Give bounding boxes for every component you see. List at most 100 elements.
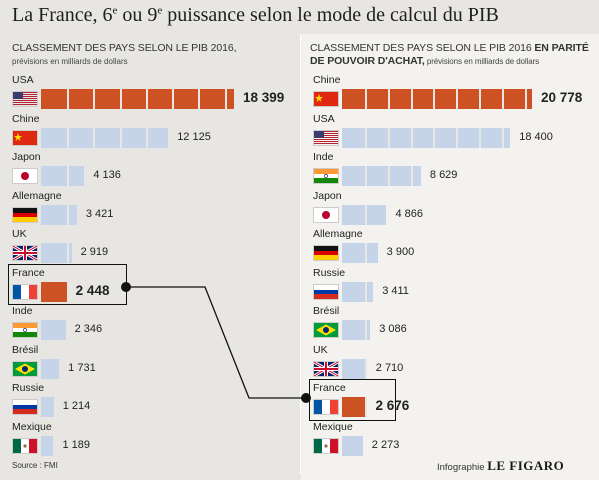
bar-segment-divider <box>198 89 201 109</box>
brand-logo: LE FIGARO <box>487 458 565 473</box>
country-label-bresil: Brésil <box>313 305 340 317</box>
bar-segment-divider <box>145 127 148 148</box>
value-label-uk: 2 919 <box>80 246 109 258</box>
country-label-usa: USA <box>12 74 34 86</box>
left-header-main: CLASSEMENT DES PAYS SELON LE PIB 2016, <box>12 42 237 54</box>
bar-segment-divider <box>456 89 459 109</box>
flag-allemagne-icon <box>313 245 339 261</box>
value-label-allemagne: 3 421 <box>85 207 114 220</box>
france-connector-dot-right <box>301 393 311 403</box>
left-header-sub: prévisions en milliards de dollars <box>12 57 128 66</box>
bar-segment-divider <box>119 127 122 148</box>
bar-segment-divider <box>364 204 367 225</box>
bar-segment-divider <box>502 89 505 109</box>
value-label-chine: 20 778 <box>541 90 583 105</box>
bar-allemagne <box>41 204 77 225</box>
bar-segment-divider <box>410 127 413 148</box>
bar-japon <box>41 166 85 186</box>
bar-segment-divider <box>364 166 367 186</box>
flag-japon-icon <box>12 168 38 184</box>
page-title: La France, 6e ou 9e puissance selon le m… <box>12 4 499 26</box>
bar-segment-divider <box>364 358 367 379</box>
flag-inde-icon <box>313 168 339 184</box>
bar-segment-divider <box>67 166 70 186</box>
country-label-france: France <box>313 382 346 394</box>
flag-inde-icon <box>12 322 38 338</box>
bar-segment-divider <box>433 127 436 148</box>
bar-uk <box>342 358 367 379</box>
country-label-russie: Russie <box>313 266 346 279</box>
bar-segment-divider <box>433 89 436 109</box>
flag-russie-icon <box>313 283 339 300</box>
bar-inde <box>342 166 421 186</box>
country-label-inde: Inde <box>12 305 33 317</box>
value-label-chine: 12 125 <box>177 130 211 143</box>
bar-segment-divider <box>172 89 175 109</box>
country-label-japon: Japon <box>12 151 41 163</box>
value-label-uk: 2 710 <box>375 361 404 374</box>
left-chart-header: CLASSEMENT DES PAYS SELON LE PIB 2016, p… <box>12 42 236 68</box>
bar-mexique <box>342 435 363 456</box>
country-label-usa: USA <box>313 112 335 125</box>
bar-segment-divider <box>387 127 390 148</box>
bar-segment-divider <box>93 89 96 109</box>
source-note: Source : FMI <box>12 461 58 470</box>
country-label-japon: Japon <box>313 189 342 202</box>
france-connector-line <box>126 286 306 399</box>
country-label-allemagne: Allemagne <box>12 189 62 202</box>
value-label-mexique: 2 273 <box>371 438 400 451</box>
flag-mexique-icon <box>313 437 339 454</box>
flag-chine-icon <box>313 91 339 107</box>
flag-japon-icon <box>313 206 339 223</box>
bar-segment-divider <box>456 127 459 148</box>
bar-segment-divider <box>364 320 367 340</box>
bar-allemagne <box>342 243 378 263</box>
bar-segment-divider <box>364 281 367 302</box>
country-label-france: France <box>12 266 45 279</box>
country-label-allemagne: Allemagne <box>313 228 363 240</box>
value-label-bresil: 1 731 <box>68 361 96 374</box>
bar-segment-divider <box>387 89 390 109</box>
bar-segment-divider <box>364 397 367 417</box>
country-label-mexique: Mexique <box>313 420 353 433</box>
bar-segment-divider <box>364 243 367 263</box>
value-label-russie: 1 214 <box>62 400 91 412</box>
flag-usa-icon <box>12 91 38 107</box>
bar-france <box>342 397 367 417</box>
bar-segment-divider <box>364 127 367 148</box>
bar-inde <box>41 320 66 340</box>
country-label-mexique: Mexique <box>12 420 52 433</box>
bar-segment-divider <box>410 166 413 186</box>
value-label-mexique: 1 189 <box>62 438 90 451</box>
country-label-russie: Russie <box>12 382 45 394</box>
bar-bresil <box>342 320 371 340</box>
france-connector-dot-left <box>121 282 131 292</box>
bar-segment-divider <box>479 89 482 109</box>
panel-divider <box>300 34 301 474</box>
flag-france-icon <box>12 283 38 300</box>
bar-bresil <box>41 358 60 379</box>
country-label-chine: Chine <box>313 74 341 86</box>
country-label-uk: UK <box>12 228 27 240</box>
flag-bresil-icon <box>313 322 339 338</box>
bar-segment-divider <box>145 89 148 109</box>
value-label-inde: 8 629 <box>429 169 458 181</box>
bar-segment-divider <box>387 166 390 186</box>
bar-russie <box>41 397 54 417</box>
flag-allemagne-icon <box>12 206 38 223</box>
value-label-japon: 4 866 <box>395 207 424 220</box>
right-chart-header: CLASSEMENT DES PAYS SELON LE PIB 2016 EN… <box>310 42 589 68</box>
right-header-main: CLASSEMENT DES PAYS SELON LE PIB 2016 EN… <box>310 42 589 54</box>
country-label-bresil: Brésil <box>12 343 39 356</box>
bar-japon <box>342 204 387 225</box>
bar-segment-divider <box>67 243 70 263</box>
value-label-inde: 2 346 <box>74 323 103 335</box>
bar-russie <box>342 281 374 302</box>
country-label-chine: Chine <box>12 112 40 125</box>
flag-chine-icon <box>12 129 38 146</box>
bar-segment-divider <box>364 89 367 109</box>
value-label-france: 2 448 <box>75 282 110 298</box>
infographic-credit: Infographie LE FIGARO <box>437 458 565 473</box>
bar-uk <box>41 243 72 263</box>
